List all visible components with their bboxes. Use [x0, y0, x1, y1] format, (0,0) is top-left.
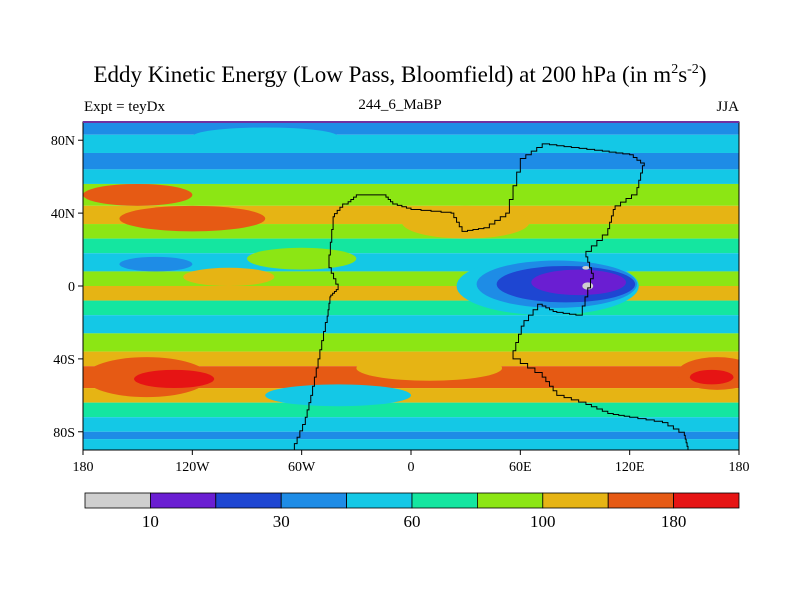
contour-band-6: [83, 224, 739, 239]
colorbar-swatch-5: [411, 492, 478, 509]
colorbar-swatch-9: [673, 492, 740, 509]
x-tick-label-6: 180: [729, 460, 750, 475]
colorbar-label-1: 30: [273, 512, 290, 531]
colorbar-swatch-1: [149, 492, 217, 509]
colorbar-label-2: 60: [404, 512, 421, 531]
contour-band-11: [83, 300, 739, 316]
contour-band-4: [83, 183, 739, 206]
contour-region-4: [83, 183, 193, 206]
x-tick-label-4: 60E: [509, 460, 532, 475]
y-tick-label-2: 0: [68, 280, 75, 295]
contour-region-18: [192, 127, 339, 146]
season-label: JJA: [716, 99, 739, 115]
y-tick-label-4: 80S: [53, 426, 75, 441]
contour-region-14: [119, 256, 193, 272]
coastline-west: [293, 203, 346, 450]
coastline-east: [345, 143, 689, 450]
colorbar-swatch-2: [215, 492, 282, 509]
colorbar-swatch-4: [346, 492, 413, 509]
colorbar-label-4: 180: [661, 512, 687, 531]
colorbar-label-0: 10: [142, 512, 159, 531]
y-axis: 80N 40N 0 40S 80S: [51, 134, 83, 441]
contour-band-10: [83, 286, 739, 301]
contour-region-12: [183, 267, 275, 286]
contour-band-2: [83, 152, 739, 170]
chart-title-end: ): [698, 62, 707, 87]
contour-region-11: [582, 265, 590, 270]
contour-region-1: [134, 369, 215, 389]
y-tick-label-0: 80N: [51, 134, 75, 149]
contour-region-13: [246, 247, 357, 270]
colorbar-swatch-7: [542, 492, 609, 509]
x-tick-label-0: 180: [73, 460, 94, 475]
contour-region-9: [531, 269, 627, 296]
contour-region-16: [356, 355, 503, 381]
colorbar-swatch-0: [84, 492, 151, 509]
chart-title-main: Eddy Kinetic Energy (Low Pass, Bloomfiel…: [93, 62, 672, 87]
contour-region-15: [401, 205, 530, 239]
contour-field: [83, 122, 739, 450]
chart-title: Eddy Kinetic Energy (Low Pass, Bloomfiel…: [0, 62, 800, 88]
contour-band-20: [83, 439, 739, 450]
contour-band-7: [83, 238, 739, 254]
experiment-label: Expt = teyDx: [84, 99, 165, 115]
contour-band-17: [83, 402, 739, 418]
contour-band-12: [83, 315, 739, 334]
contour-region-5: [119, 205, 266, 232]
contour-band-19: [83, 431, 739, 440]
x-tick-label-3: 0: [408, 460, 415, 475]
x-tick-label-1: 120W: [175, 460, 210, 475]
colorbar-label-3: 100: [530, 512, 556, 531]
colorbar: 10 30 60 100 180: [84, 492, 740, 531]
y-tick-label-3: 40S: [53, 353, 75, 368]
chart-title-sup2: -2: [687, 62, 699, 77]
run-label: 244_6_MaBP: [358, 97, 442, 113]
contour-band-3: [83, 169, 739, 184]
contour-band-18: [83, 417, 739, 432]
contour-region-17: [265, 384, 411, 407]
contour-band-13: [83, 333, 739, 352]
colorbar-swatch-6: [476, 492, 544, 509]
contour-band-9: [83, 271, 739, 286]
colorbar-swatch-8: [607, 492, 675, 509]
x-axis: 180 120W 60W 0 60E 120E 180: [73, 450, 750, 475]
y-tick-label-1: 40N: [51, 207, 75, 222]
contour-band-0: [83, 122, 739, 135]
x-tick-label-5: 120E: [615, 460, 645, 475]
contour-region-3: [689, 369, 734, 385]
continent-outline: [293, 143, 689, 450]
contour-band-1: [83, 134, 739, 153]
colorbar-swatch-3: [280, 492, 348, 509]
chart-title-sup1: 2: [671, 62, 679, 77]
chart-title-mid: s: [678, 62, 688, 87]
x-tick-label-2: 60W: [288, 460, 316, 475]
